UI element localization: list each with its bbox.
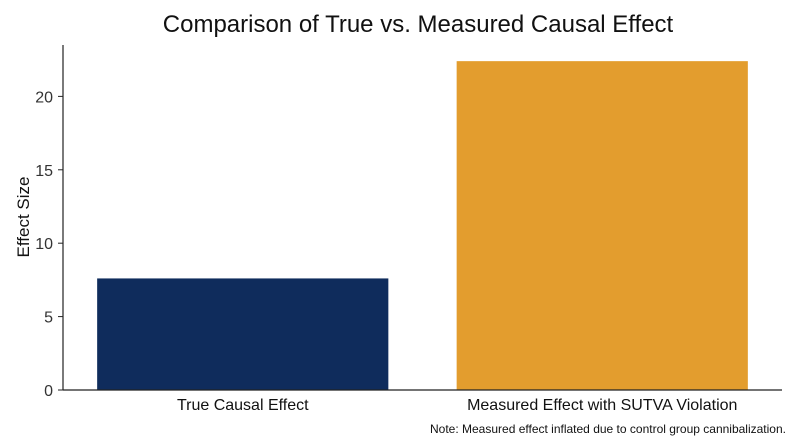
category-labels: True Causal Effect Measured Effect with S…: [177, 397, 737, 414]
y-tick-label: 10: [35, 236, 53, 253]
bar-1: [97, 278, 389, 390]
x-category-label: True Causal Effect: [177, 397, 309, 414]
bar-2: [456, 61, 748, 391]
y-tick-label: 15: [35, 163, 53, 180]
x-category-label: Measured Effect with SUTVA Violation: [467, 397, 737, 414]
y-tick-label: 5: [44, 310, 53, 327]
y-axis-label: Effect Size: [14, 177, 33, 258]
y-tick-label: 20: [35, 89, 53, 106]
y-tick-label: 0: [44, 383, 53, 400]
chart-title: Comparison of True vs. Measured Causal E…: [163, 11, 674, 38]
bars: [97, 61, 748, 391]
chart-caption: Note: Measured effect inflated due to co…: [430, 422, 786, 436]
y-axis-ticks: 0 5 10 15 20: [35, 89, 63, 400]
